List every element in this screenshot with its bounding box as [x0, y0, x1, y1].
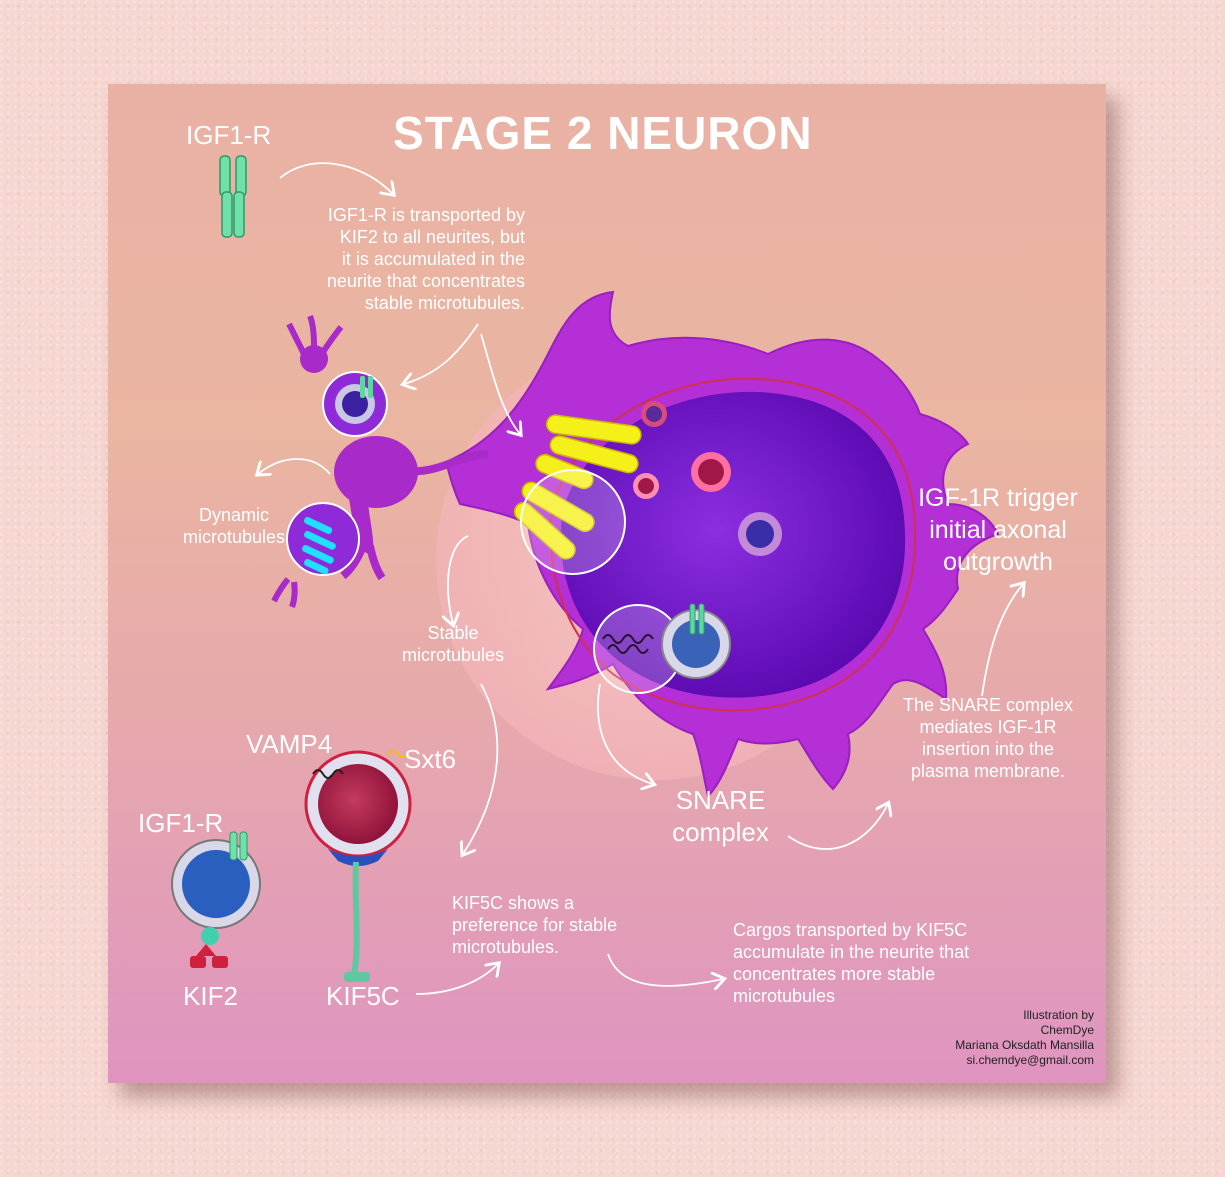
cargos-note: Cargos transported by KIF5C accumulate i… [733, 920, 970, 1006]
nuclear-vesicles [633, 401, 782, 556]
kif5c-label: KIF5C [326, 981, 400, 1011]
igf1r-trigger-label: IGF-1R trigger initial axonal outgrowth [918, 484, 1078, 576]
kif2-cargo-vesicle [171, 831, 261, 968]
dynamic-microtubules-icon [302, 516, 336, 575]
transport-note: IGF1-R is transported by KIF2 to all neu… [326, 205, 525, 313]
vamp4-label: VAMP4 [246, 729, 333, 759]
kif2-label: KIF2 [183, 981, 238, 1011]
snare-coil [602, 634, 654, 654]
sxt6-label: Sxt6 [404, 744, 457, 774]
snare-mediates-note: The SNARE complex mediates IGF-1R insert… [902, 695, 1074, 781]
neurite-branch [271, 314, 418, 609]
nuclear-envelope [549, 377, 917, 712]
zoom-circle-microtubules [520, 469, 626, 575]
snare-complex-label: SNARE complex [672, 785, 769, 847]
stable-microtubule-bundle [513, 414, 642, 560]
igf1r-receptor-icon [219, 155, 247, 238]
page-title: STAGE 2 NEURON [393, 107, 813, 159]
kif5c-cargo-vesicle [304, 750, 412, 982]
igf1r-label-top: IGF1-R [186, 120, 272, 150]
dynamic-microtubules-label: Dynamic microtubules [182, 505, 286, 547]
kif5c-preference-note: KIF5C shows a preference for stable micr… [452, 893, 618, 957]
illustration-panel: STAGE 2 NEURON IGF1-R IGF1-R is transpor… [108, 84, 1106, 1083]
nucleus [560, 391, 906, 698]
receptor-green-icon [689, 603, 705, 635]
stable-microtubules-label: Stable microtubules [401, 623, 505, 665]
illustration-credit: Illustration by ChemDye Mariana Oksdath … [955, 1008, 1094, 1067]
neuron-illustration [171, 155, 1106, 995]
igf1r-label-bottom: IGF1-R [138, 808, 224, 838]
